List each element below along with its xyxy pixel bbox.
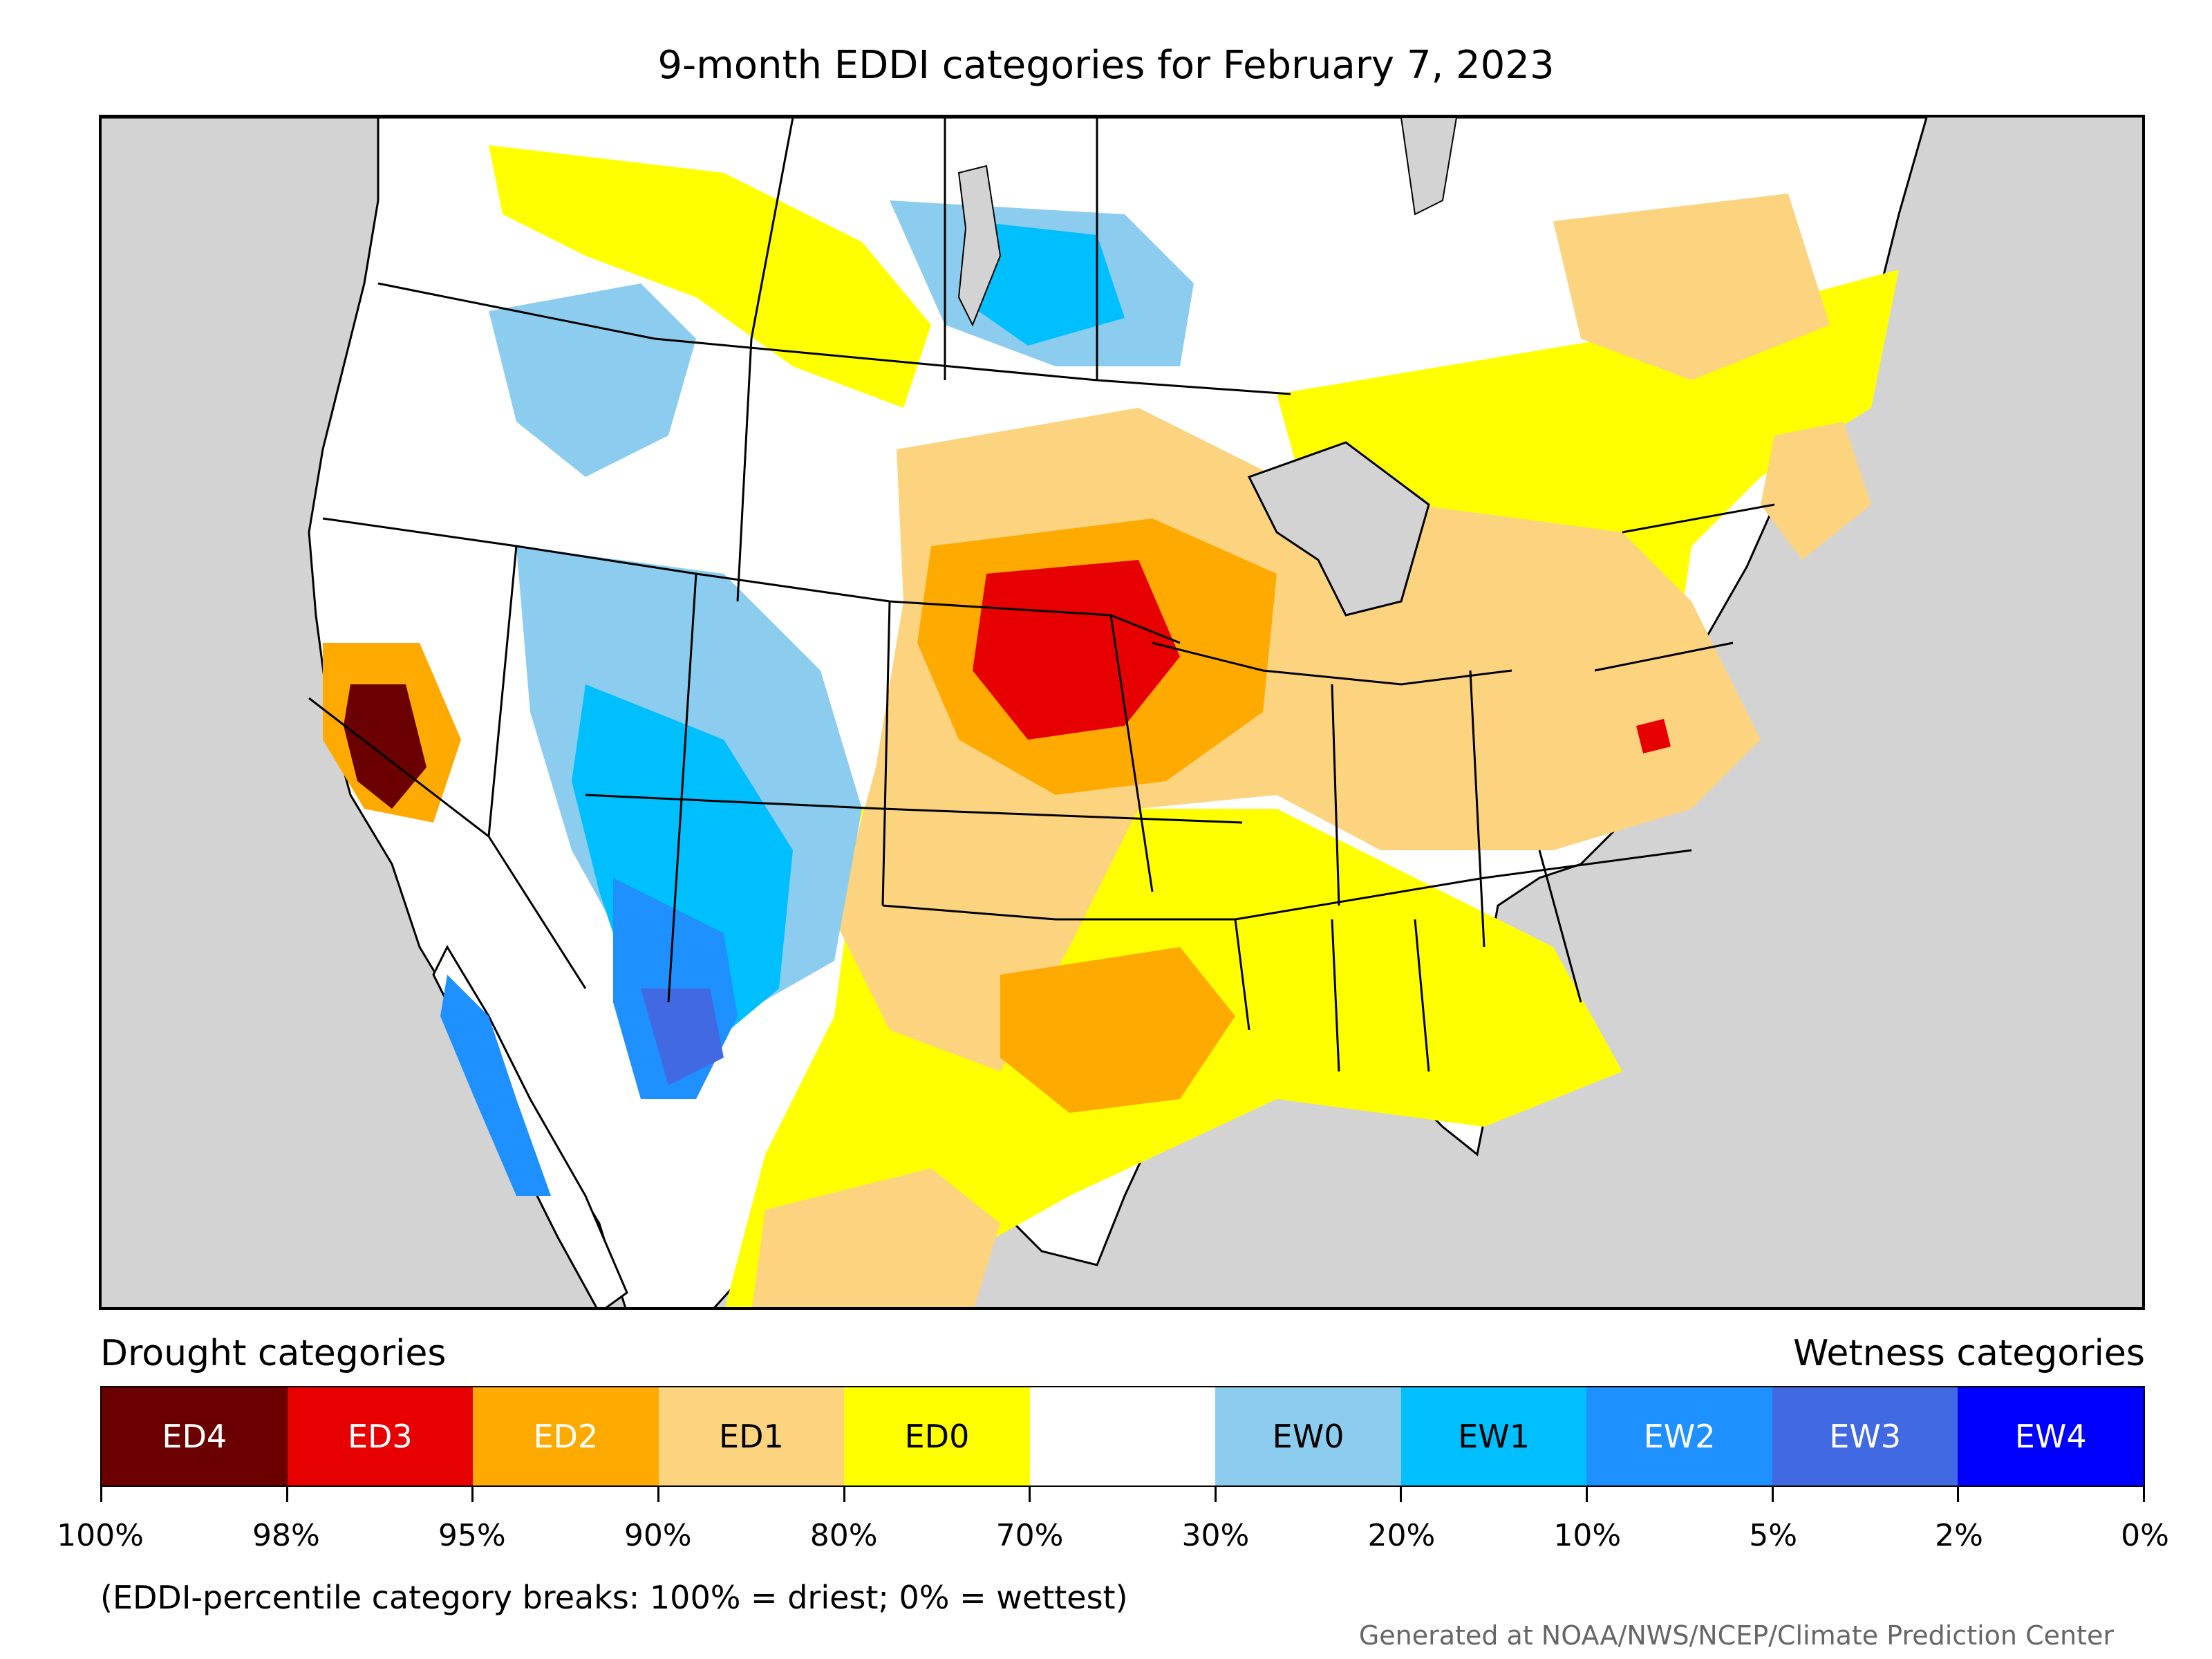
wetness-legend-title: Wetness categories xyxy=(1793,1333,2145,1374)
colorbar-tick-label: 10% xyxy=(1553,1518,1622,1553)
category-note: (EDDI-percentile category breaks: 100% =… xyxy=(100,1579,1128,1616)
ed1-region-canada xyxy=(1553,194,1830,380)
ed4-region-california xyxy=(344,684,427,809)
lake-winnipeg xyxy=(957,165,1002,327)
great-lakes xyxy=(1247,441,1430,617)
colorbar-cell-ed1: ED1 xyxy=(658,1387,845,1485)
drought-legend-title: Drought categories xyxy=(100,1333,447,1374)
chart-title: 9-month EDDI categories for February 7, … xyxy=(657,43,1555,88)
category-colorbar: ED4 ED3 ED2 ED1 ED0 EW0 EW1 EW2 EW3 EW4 xyxy=(100,1386,2145,1487)
colorbar-cell-ew1: EW1 xyxy=(1400,1387,1587,1485)
ed1-region-northeast xyxy=(1761,422,1871,560)
colorbar-tick-label: 70% xyxy=(995,1518,1064,1553)
eddi-map xyxy=(102,118,1928,1307)
colorbar-cell-neutral xyxy=(1029,1387,1216,1485)
colorbar-tick xyxy=(1400,1487,1403,1502)
colorbar-cell-ed3: ED3 xyxy=(287,1387,474,1485)
colorbar-tick xyxy=(1771,1487,1774,1502)
colorbar-tick xyxy=(657,1487,659,1502)
ed2-region-texas xyxy=(1000,947,1235,1113)
ed3-region-virginia xyxy=(1636,719,1671,753)
colorbar-cell-ew4: EW4 xyxy=(1958,1387,2144,1485)
colorbar-tick xyxy=(1957,1487,1960,1502)
ew3-region-arizona xyxy=(641,988,724,1085)
credit-line: Generated at NOAA/NWS/NCEP/Climate Predi… xyxy=(1358,1620,2114,1651)
colorbar-tick-label: 20% xyxy=(1367,1518,1436,1553)
ew2-region-baja xyxy=(440,975,551,1196)
colorbar-tick-label: 30% xyxy=(1181,1518,1250,1553)
map-area xyxy=(99,115,2145,1310)
ed0-region-north xyxy=(489,145,931,408)
colorbar-tick xyxy=(285,1487,288,1502)
colorbar-cell-ed0: ED0 xyxy=(844,1387,1030,1485)
colorbar-tick xyxy=(843,1487,845,1502)
colorbar-tick-label: 100% xyxy=(57,1518,144,1553)
colorbar-tick xyxy=(471,1487,474,1502)
colorbar-cell-ew3: EW3 xyxy=(1772,1387,1958,1485)
ew0-region-west xyxy=(489,283,696,477)
colorbar-tick xyxy=(100,1487,102,1502)
colorbar-ticks xyxy=(100,1487,2145,1515)
hudson-bay-edge xyxy=(1400,118,1458,216)
colorbar-tick-label: 90% xyxy=(624,1518,692,1553)
ed3-region-nebraska xyxy=(973,560,1180,740)
colorbar-tick-label: 0% xyxy=(2121,1518,2169,1553)
colorbar-tick xyxy=(1029,1487,1031,1502)
ed1-region-south-texas xyxy=(752,1168,1000,1307)
colorbar-tick-label: 98% xyxy=(252,1518,320,1553)
colorbar-tick xyxy=(1214,1487,1217,1502)
colorbar-cell-ed4: ED4 xyxy=(102,1387,288,1485)
colorbar-cell-ew2: EW2 xyxy=(1586,1387,1772,1485)
state-borders xyxy=(308,118,1775,1072)
colorbar-cell-ew0: EW0 xyxy=(1215,1387,1401,1485)
colorbar-tick xyxy=(1586,1487,1588,1502)
colorbar-cell-ed2: ED2 xyxy=(473,1387,659,1485)
colorbar-tick-label: 5% xyxy=(1749,1518,1798,1553)
colorbar-tick-label: 95% xyxy=(438,1518,506,1553)
colorbar-tick-label: 80% xyxy=(809,1518,878,1553)
colorbar-tick xyxy=(2143,1487,2145,1502)
colorbar-tick-label: 2% xyxy=(1935,1518,1983,1553)
